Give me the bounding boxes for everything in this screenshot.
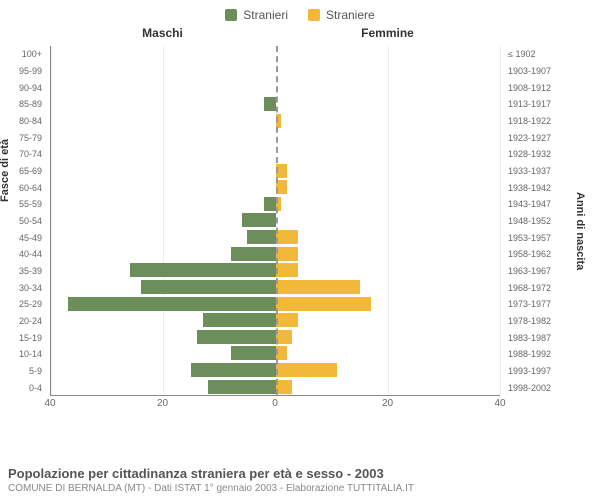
legend-swatch-female xyxy=(308,9,320,21)
birth-year-label: 1908-1912 xyxy=(504,79,584,96)
birth-year-label: 1923-1927 xyxy=(504,129,584,146)
birth-year-label: 1913-1917 xyxy=(504,96,584,113)
bar-male xyxy=(141,280,276,294)
bar-female xyxy=(276,297,371,311)
age-label: 35-39 xyxy=(2,263,46,280)
birth-year-label: 1928-1932 xyxy=(504,146,584,163)
plot xyxy=(50,46,500,396)
section-title-female: Femmine xyxy=(275,26,500,40)
birth-year-label: 1963-1967 xyxy=(504,263,584,280)
chart-subtitle: COMUNE DI BERNALDA (MT) - Dati ISTAT 1° … xyxy=(8,483,592,494)
birth-year-label: 1938-1942 xyxy=(504,179,584,196)
birth-year-label: 1988-1992 xyxy=(504,346,584,363)
legend-item-female: Straniere xyxy=(308,8,375,22)
bar-male xyxy=(203,313,276,327)
x-axis-ticks: 402002040 xyxy=(50,398,500,412)
x-tick-label: 0 xyxy=(272,398,278,409)
bar-male xyxy=(247,230,275,244)
age-label: 50-54 xyxy=(2,213,46,230)
age-label: 75-79 xyxy=(2,129,46,146)
birth-year-label: 1953-1957 xyxy=(504,229,584,246)
birth-year-label: 1948-1952 xyxy=(504,213,584,230)
birth-year-label: 1998-2002 xyxy=(504,379,584,396)
birth-year-label: 1978-1982 xyxy=(504,313,584,330)
bar-female xyxy=(276,363,338,377)
age-label: 40-44 xyxy=(2,246,46,263)
legend-label-female: Straniere xyxy=(326,8,375,22)
bar-female xyxy=(276,313,298,327)
x-tick-label: 20 xyxy=(382,398,393,409)
age-label: 5-9 xyxy=(2,363,46,380)
age-label: 25-29 xyxy=(2,296,46,313)
age-label: 95-99 xyxy=(2,63,46,80)
birth-year-label: 1933-1937 xyxy=(504,163,584,180)
left-axis-labels: 0-45-910-1415-1920-2425-2930-3435-3940-4… xyxy=(2,46,46,396)
right-axis-labels: 1998-20021993-19971988-19921983-19871978… xyxy=(504,46,584,396)
bar-female xyxy=(276,263,298,277)
legend-swatch-male xyxy=(225,9,237,21)
birth-year-label: 1903-1907 xyxy=(504,63,584,80)
birth-year-label: 1918-1922 xyxy=(504,113,584,130)
bar-male xyxy=(264,197,275,211)
age-label: 80-84 xyxy=(2,113,46,130)
bar-female xyxy=(276,247,298,261)
legend: Stranieri Straniere xyxy=(0,0,600,26)
bar-female xyxy=(276,280,360,294)
age-label: 0-4 xyxy=(2,379,46,396)
bar-male xyxy=(208,380,275,394)
grid-line xyxy=(500,46,501,395)
birth-year-label: 1973-1977 xyxy=(504,296,584,313)
bar-male xyxy=(264,97,275,111)
age-label: 65-69 xyxy=(2,163,46,180)
birth-year-label: 1993-1997 xyxy=(504,363,584,380)
birth-year-label: ≤ 1902 xyxy=(504,46,584,63)
bar-male xyxy=(197,330,276,344)
age-label: 30-34 xyxy=(2,279,46,296)
birth-year-label: 1968-1972 xyxy=(504,279,584,296)
age-label: 60-64 xyxy=(2,179,46,196)
footer: Popolazione per cittadinanza straniera p… xyxy=(8,466,592,494)
legend-item-male: Stranieri xyxy=(225,8,288,22)
x-tick-label: 20 xyxy=(157,398,168,409)
center-line xyxy=(276,46,278,395)
bar-male xyxy=(242,213,276,227)
x-tick-label: 40 xyxy=(494,398,505,409)
age-label: 10-14 xyxy=(2,346,46,363)
birth-year-label: 1943-1947 xyxy=(504,196,584,213)
bar-female xyxy=(276,330,293,344)
bar-male xyxy=(191,363,275,377)
age-label: 45-49 xyxy=(2,229,46,246)
bar-male xyxy=(231,346,276,360)
age-label: 70-74 xyxy=(2,146,46,163)
age-label: 55-59 xyxy=(2,196,46,213)
section-titles: Maschi Femmine xyxy=(50,26,500,40)
birth-year-label: 1958-1962 xyxy=(504,246,584,263)
age-label: 85-89 xyxy=(2,96,46,113)
age-label: 15-19 xyxy=(2,329,46,346)
bar-male xyxy=(231,247,276,261)
age-label: 90-94 xyxy=(2,79,46,96)
bar-male xyxy=(68,297,276,311)
chart-area: Maschi Femmine Fasce di età Anni di nasc… xyxy=(50,26,590,426)
bar-female xyxy=(276,380,293,394)
age-label: 20-24 xyxy=(2,313,46,330)
chart-title: Popolazione per cittadinanza straniera p… xyxy=(8,466,592,481)
legend-label-male: Stranieri xyxy=(243,8,288,22)
x-tick-label: 40 xyxy=(44,398,55,409)
section-title-male: Maschi xyxy=(50,26,275,40)
bar-female xyxy=(276,230,298,244)
birth-year-label: 1983-1987 xyxy=(504,329,584,346)
age-label: 100+ xyxy=(2,46,46,63)
bar-male xyxy=(130,263,276,277)
